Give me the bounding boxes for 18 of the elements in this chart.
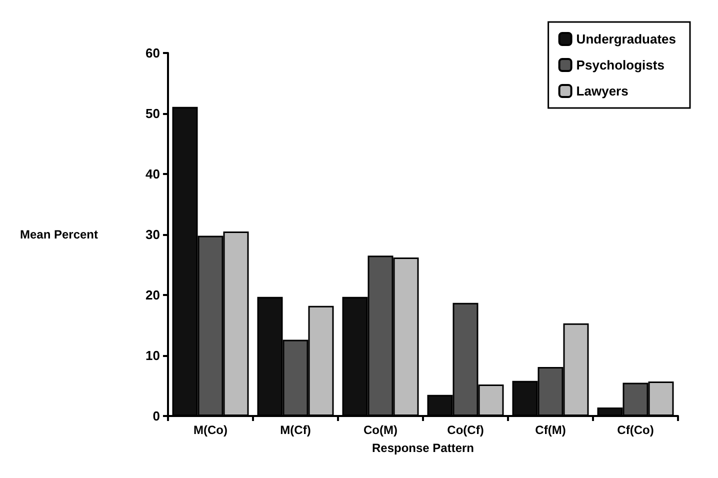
- legend-label: Psychologists: [576, 58, 664, 72]
- y-tick-label: 0: [152, 408, 160, 424]
- y-tick-label: 60: [146, 46, 160, 60]
- y-tick-label: 50: [146, 106, 160, 121]
- legend-label: Lawyers: [576, 84, 628, 98]
- x-tick-label: Cf(M): [535, 423, 566, 437]
- legend-label: Undergraduates: [576, 32, 676, 46]
- x-tick-label: M(Co): [194, 423, 228, 437]
- x-tick-label: Co(Cf): [447, 423, 484, 437]
- x-tick-label: M(Cf): [280, 423, 311, 437]
- y-tick-label: 40: [146, 166, 160, 182]
- y-tick-label: 30: [146, 227, 160, 242]
- y-axis-title: Mean Percent: [20, 228, 98, 242]
- x-axis-title: Response Pattern: [372, 441, 474, 455]
- x-tick-label: Cf(Co): [617, 423, 654, 437]
- y-tick-label: 10: [146, 348, 160, 363]
- y-tick-label: 20: [146, 288, 160, 302]
- x-tick-label: Co(M): [364, 423, 398, 437]
